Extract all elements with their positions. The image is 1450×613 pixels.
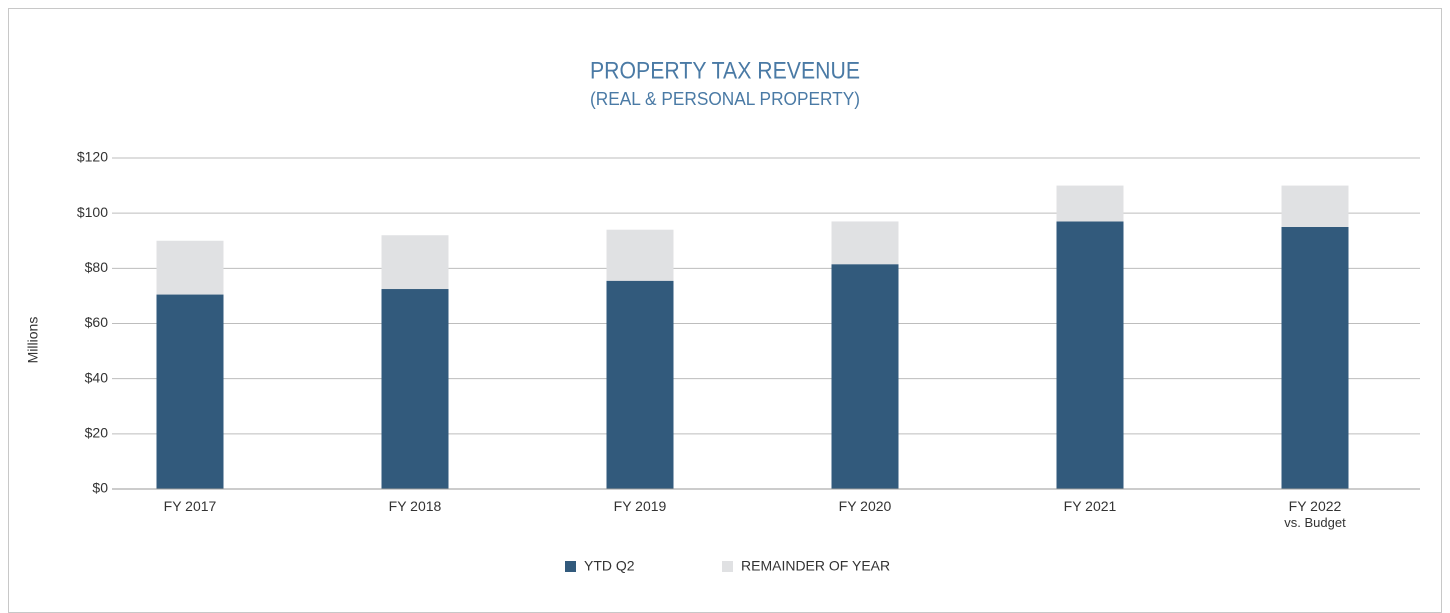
bar-segment xyxy=(381,235,449,290)
bar-segment xyxy=(1281,226,1349,490)
chart-title: PROPERTY TAX REVENUE xyxy=(590,57,860,84)
bar-segment xyxy=(156,294,224,489)
bar-segment xyxy=(831,264,899,489)
x-tick-label: FY 2018 xyxy=(389,498,442,514)
bar-segment xyxy=(831,221,899,265)
y-tick-label: $100 xyxy=(77,204,108,220)
bar-segment xyxy=(606,280,674,489)
x-tick-label: FY 2022 vs. Budget xyxy=(1284,498,1346,531)
y-axis-label: Millions xyxy=(25,317,41,364)
legend-label: REMAINDER OF YEAR xyxy=(741,558,890,574)
y-tick-label: $60 xyxy=(85,314,109,330)
chart-subtitle: (REAL & PERSONAL PROPERTY) xyxy=(590,89,860,109)
y-tick-label: $40 xyxy=(85,369,109,385)
y-tick-label: $20 xyxy=(85,425,109,441)
bar-segment xyxy=(1056,185,1124,222)
bar-segment xyxy=(1056,221,1124,490)
legend-label: YTD Q2 xyxy=(584,558,635,574)
bar-segment xyxy=(1281,185,1349,227)
legend-swatch xyxy=(722,561,733,572)
legend-swatch xyxy=(565,561,576,572)
x-tick-label: FY 2019 xyxy=(614,498,667,514)
x-tick-label: FY 2021 xyxy=(1064,498,1117,514)
bar-segment xyxy=(606,229,674,281)
y-tick-label: $0 xyxy=(92,480,108,496)
y-tick-label: $80 xyxy=(85,259,109,275)
x-tick-label: FY 2020 xyxy=(839,498,892,514)
bar-segment xyxy=(381,289,449,489)
x-tick-label: FY 2017 xyxy=(164,498,217,514)
y-tick-label: $120 xyxy=(77,149,108,165)
bar-segment xyxy=(156,240,224,295)
